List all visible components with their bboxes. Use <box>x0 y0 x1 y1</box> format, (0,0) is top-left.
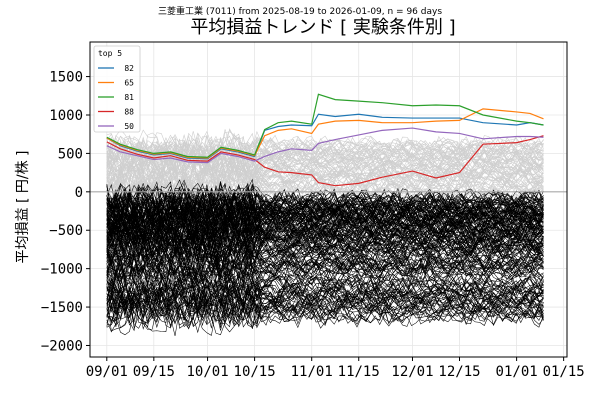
legend-label: 50 <box>124 122 134 131</box>
background-series-line <box>106 296 544 336</box>
legend-title: top 5 <box>98 49 122 58</box>
background-series-line <box>106 234 544 272</box>
background-series-line <box>106 194 544 230</box>
background-series-line <box>106 279 544 317</box>
background-series-line <box>106 209 544 246</box>
background-series-line <box>106 287 544 329</box>
background-series-line <box>106 247 544 288</box>
background-series-line <box>106 297 544 336</box>
background-series-line <box>106 144 544 173</box>
background-series-line <box>106 196 544 235</box>
background-series-line <box>106 222 544 261</box>
background-series-line <box>106 288 544 322</box>
background-series-line <box>106 218 544 259</box>
background-series-line <box>106 211 544 252</box>
background-series-line <box>106 221 544 260</box>
top-series-lines <box>106 93 544 187</box>
background-series-line <box>106 285 544 322</box>
series-line-65 <box>106 108 544 159</box>
background-series-line <box>106 220 544 256</box>
background-series-line <box>106 190 544 232</box>
legend-label: 88 <box>124 108 134 117</box>
background-series-line <box>106 296 544 336</box>
background-series-line <box>106 285 544 316</box>
legend-label: 82 <box>124 64 134 73</box>
background-series-line <box>106 129 544 164</box>
background-series-line <box>106 128 544 162</box>
background-series-line <box>106 263 544 302</box>
x-tick-label: 09/15 <box>133 364 175 380</box>
y-tick-label: 1000 <box>49 108 83 124</box>
background-series-line <box>106 156 544 189</box>
background-series-line <box>106 265 544 301</box>
background-series-lines <box>106 128 544 336</box>
background-series-line <box>106 178 544 221</box>
y-tick-label: −500 <box>49 223 83 239</box>
chart-title: 平均損益トレンド [ 実験条件別 ] <box>190 17 455 38</box>
legend-box <box>93 45 141 133</box>
y-axis-ticks: −2000 −1500 −1000 −500 0 500 1000 1500 <box>41 70 90 354</box>
series-line-88 <box>106 135 544 187</box>
x-tick-label: 01/15 <box>543 364 585 380</box>
x-tick-label: 12/01 <box>391 364 433 380</box>
background-series-line <box>106 140 544 172</box>
background-series-line <box>106 196 544 236</box>
chart-subtitle: 三菱重工業 (7011) from 2025-08-19 to 2026-01-… <box>158 5 442 17</box>
legend-label: 65 <box>124 79 134 88</box>
legend: top 582 65 81 88 50 <box>93 45 141 133</box>
background-series-line <box>106 213 544 250</box>
series-line-81 <box>106 93 544 158</box>
x-tick-label: 10/15 <box>234 364 276 380</box>
background-series-line <box>106 250 544 289</box>
background-series-line <box>106 271 544 308</box>
x-tick-label: 01/01 <box>496 364 538 380</box>
x-tick-label: 09/01 <box>86 364 128 380</box>
background-series-line <box>106 179 544 219</box>
x-tick-label: 12/15 <box>438 364 480 380</box>
background-series-line <box>106 258 544 298</box>
x-axis-ticks: 09/01 09/15 10/01 10/15 11/01 11/15 12/01 12/15… <box>86 357 585 380</box>
background-series-line <box>106 231 544 267</box>
plot-frame <box>89 41 568 358</box>
series-line-50 <box>106 127 544 164</box>
background-series-line <box>106 273 544 312</box>
x-tick-label: 11/01 <box>291 364 333 380</box>
legend-label: 81 <box>124 93 134 102</box>
background-series-line <box>106 196 544 235</box>
x-tick-label: 11/15 <box>338 364 380 380</box>
background-series-line <box>106 250 544 284</box>
y-tick-label: 0 <box>75 185 83 201</box>
background-series-line <box>106 269 544 306</box>
y-tick-label: 1500 <box>49 70 83 86</box>
background-series-line <box>106 183 544 217</box>
background-series-line <box>106 294 544 329</box>
background-series-line <box>106 191 544 227</box>
y-axis-label: 平均損益 [ 円/株 ] <box>15 151 31 264</box>
x-tick-label: 10/01 <box>186 364 228 380</box>
background-series-line <box>106 160 544 190</box>
y-tick-label: −2000 <box>41 338 83 354</box>
y-tick-label: −1000 <box>41 262 83 278</box>
background-series-line <box>106 193 544 233</box>
background-series-line <box>106 211 544 252</box>
series-line-82 <box>106 113 544 160</box>
background-series-line <box>106 236 544 275</box>
y-tick-label: 500 <box>58 146 83 162</box>
background-series-line <box>106 231 544 267</box>
background-series-line <box>106 137 544 168</box>
background-series-line <box>106 245 544 280</box>
background-series-line <box>106 295 544 330</box>
background-series-line <box>106 226 544 265</box>
y-tick-label: −1500 <box>41 300 83 316</box>
background-series-line <box>106 137 544 168</box>
background-series-line <box>106 189 544 228</box>
